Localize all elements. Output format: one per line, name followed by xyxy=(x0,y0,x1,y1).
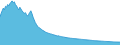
chart xyxy=(0,0,120,45)
marks xyxy=(0,1,120,45)
plot-area xyxy=(0,1,120,45)
area xyxy=(0,1,120,45)
line xyxy=(0,1,120,42)
